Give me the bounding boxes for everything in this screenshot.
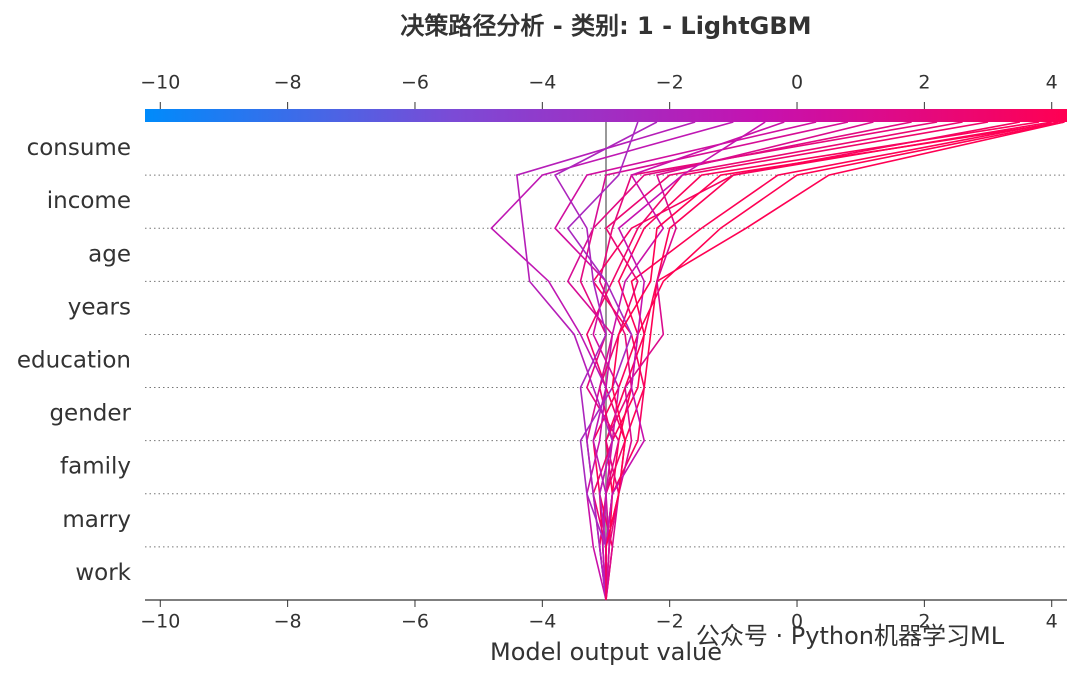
decision-line <box>566 121 639 600</box>
decision-line <box>554 121 817 601</box>
top-tick-label: −6 <box>401 72 429 94</box>
decision-line <box>592 121 1021 600</box>
x-tick-label: −6 <box>401 611 429 633</box>
decision-line <box>605 121 766 600</box>
x-tick-label: −4 <box>528 611 556 633</box>
y-tick-label: marry <box>62 507 131 533</box>
top-tick-label: −2 <box>656 72 684 94</box>
top-tick-label: −10 <box>140 72 180 94</box>
x-tick-label: 4 <box>1046 611 1058 633</box>
x-tick-label: −10 <box>140 611 180 633</box>
decision-line <box>605 121 1065 601</box>
decision-line <box>598 121 1059 601</box>
decision-line <box>605 121 1052 600</box>
decision-line <box>605 121 1065 600</box>
watermark: 公众号 · Python机器学习ML <box>696 622 1005 650</box>
colorbar <box>145 109 1067 122</box>
y-tick-label: family <box>60 454 131 480</box>
x-tick-label: −2 <box>656 611 684 633</box>
y-tick-label: consume <box>27 135 131 161</box>
top-tick-label: −4 <box>528 72 556 94</box>
decision-line <box>605 121 1065 600</box>
x-tick-label: 2 <box>918 611 930 633</box>
decision-line <box>586 121 785 601</box>
decision-line <box>515 121 696 600</box>
x-axis-label: Model output value <box>490 638 722 666</box>
decision-line <box>579 121 912 601</box>
top-tick-label: 0 <box>791 72 803 94</box>
decision-line <box>592 121 963 600</box>
x-tick-label: −8 <box>274 611 302 633</box>
decision-line <box>598 121 938 601</box>
top-tick-label: −8 <box>274 72 302 94</box>
y-tick-label: work <box>75 560 131 586</box>
top-tick-label: 4 <box>1046 72 1058 94</box>
top-tick-label: 2 <box>918 72 930 94</box>
y-tick-label: education <box>17 348 131 374</box>
decision-line <box>605 121 874 601</box>
x-tick-label: 0 <box>791 611 803 633</box>
y-tick-label: years <box>68 294 131 320</box>
y-tick-label: age <box>88 241 131 267</box>
y-tick-label: income <box>47 188 131 214</box>
chart-title: 决策路径分析 - 类别: 1 - LightGBM <box>400 12 811 40</box>
y-tick-label: gender <box>49 401 131 427</box>
